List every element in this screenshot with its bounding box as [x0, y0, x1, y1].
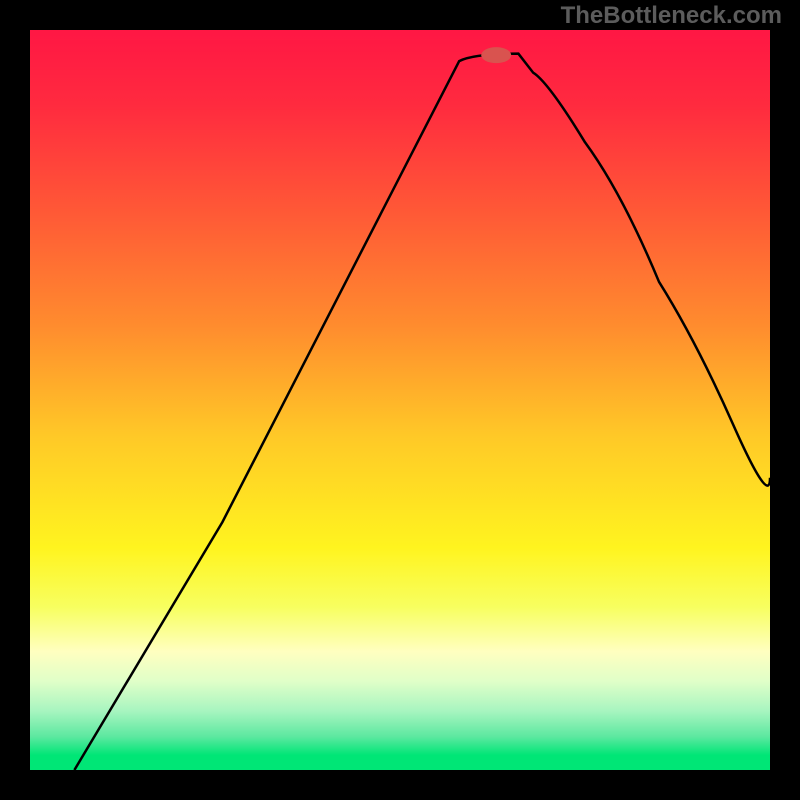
watermark-text: TheBottleneck.com: [561, 2, 782, 30]
plot-area: [30, 30, 770, 770]
gradient-background: [30, 30, 770, 770]
bottleneck-chart: TheBottleneck.com: [0, 0, 800, 800]
